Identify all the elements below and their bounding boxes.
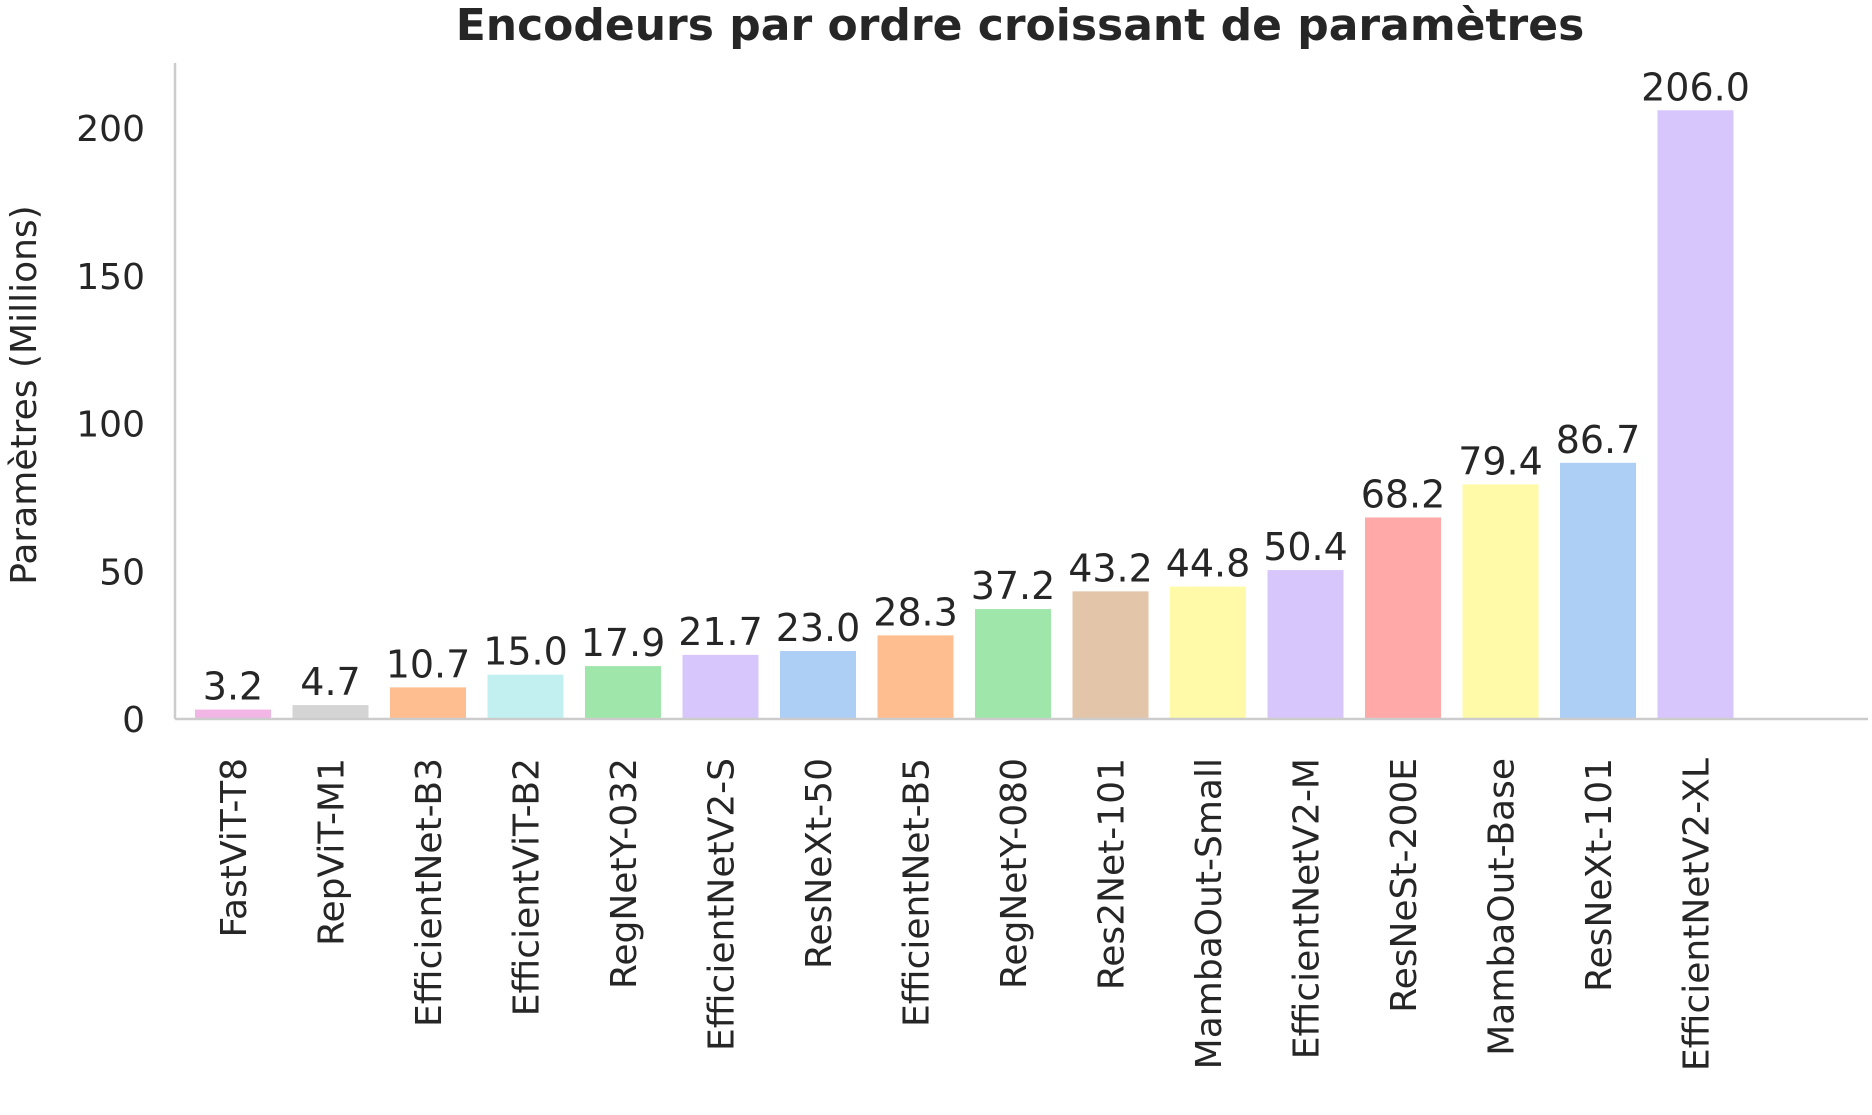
bar-efficientnet-b3: [390, 687, 466, 719]
x-tick-label-mambaout-base: MambaOut-Base: [1482, 758, 1523, 1056]
data-label-mambaout-small: 44.8: [1166, 542, 1251, 586]
y-tick-label: 0: [122, 700, 145, 741]
y-tick-label: 50: [99, 552, 145, 593]
data-label-resnest-200e: 68.2: [1361, 472, 1446, 516]
data-label-repvit-m1: 4.7: [300, 660, 360, 704]
bar-regnety-080: [975, 609, 1051, 719]
x-tick-label-resnest-200e: ResNeSt-200E: [1384, 758, 1425, 1013]
bar-resnest-200e: [1365, 517, 1441, 719]
y-tick-label: 200: [76, 109, 145, 150]
data-label-efficientvit-b2: 15.0: [483, 630, 568, 674]
bar-resnext-50: [780, 651, 856, 719]
data-label-efficientnet-b3: 10.7: [386, 642, 471, 686]
bar-mambaout-base: [1462, 484, 1539, 719]
x-tick-label-efficientnet-b3: EfficientNet-B3: [409, 758, 450, 1027]
x-tick-label-efficientnetv2-m: EfficientNetV2-M: [1287, 758, 1328, 1059]
data-label-mambaout-base: 79.4: [1458, 439, 1543, 483]
bar-efficientvit-b2: [487, 674, 564, 719]
data-label-efficientnetv2-xl: 206.0: [1641, 65, 1750, 109]
bar-fastvit-t8: [195, 709, 271, 719]
bar-mambaout-small: [1170, 586, 1246, 719]
bar-efficientnetv2-m: [1267, 570, 1344, 719]
data-label-efficientnetv2-m: 50.4: [1263, 525, 1348, 569]
data-label-regnety-080: 37.2: [971, 564, 1056, 608]
data-label-efficientnetv2-s: 21.7: [678, 610, 763, 654]
x-tick-label-resnext-101: ResNeXt-101: [1579, 758, 1620, 992]
data-label-efficientnet-b5: 28.3: [873, 590, 958, 634]
x-tick-label-efficientnetv2-s: EfficientNetV2-S: [702, 758, 743, 1051]
x-axis-ticks: FastViT-T8 RepViT-M1 EfficientNet-B3 Effici…: [214, 758, 1718, 1071]
bar-efficientnetv2-xl: [1657, 110, 1734, 719]
x-tick-label-repvit-m1: RepViT-M1: [312, 758, 353, 946]
x-tick-label-fastvit-t8: FastViT-T8: [214, 758, 255, 937]
x-tick-label-efficientnetv2-xl: EfficientNetV2-XL: [1677, 758, 1718, 1071]
data-labels-group: 3.2 4.7 10.7 15.0 17.9 21.7 23.0 28.3 37.2 43.2 44…: [203, 65, 1750, 708]
bar-resnext-101: [1560, 462, 1636, 719]
x-tick-label-efficientnet-b5: EfficientNet-B5: [897, 758, 938, 1027]
chart-title: Encodeurs par ordre croissant de paramèt…: [456, 0, 1585, 51]
y-axis-ticks: 0 50 100 150 200: [76, 109, 145, 741]
bar-regnety-032: [585, 666, 661, 719]
data-label-res2net-101: 43.2: [1068, 546, 1153, 590]
data-label-resnext-50: 23.0: [776, 606, 861, 650]
x-tick-label-mambaout-small: MambaOut-Small: [1189, 758, 1230, 1069]
bars-group: [195, 110, 1734, 719]
x-tick-label-res2net-101: Res2Net-101: [1092, 758, 1133, 990]
data-label-regnety-032: 17.9: [581, 621, 666, 665]
bar-repvit-m1: [292, 705, 369, 719]
bar-res2net-101: [1072, 591, 1149, 719]
data-label-fastvit-t8: 3.2: [203, 665, 263, 709]
data-label-resnext-101: 86.7: [1556, 418, 1641, 462]
y-tick-label: 100: [76, 405, 145, 446]
bar-efficientnetv2-s: [682, 654, 759, 719]
x-tick-label-regnety-032: RegNetY-032: [604, 758, 645, 989]
x-tick-label-resnext-50: ResNeXt-50: [799, 758, 840, 969]
y-axis-label: Paramètres (Millions): [4, 205, 45, 584]
x-tick-label-efficientvit-b2: EfficientViT-B2: [507, 758, 548, 1016]
x-tick-label-regnety-080: RegNetY-080: [994, 758, 1035, 989]
y-tick-label: 150: [76, 257, 145, 298]
bar-efficientnet-b5: [877, 635, 954, 719]
